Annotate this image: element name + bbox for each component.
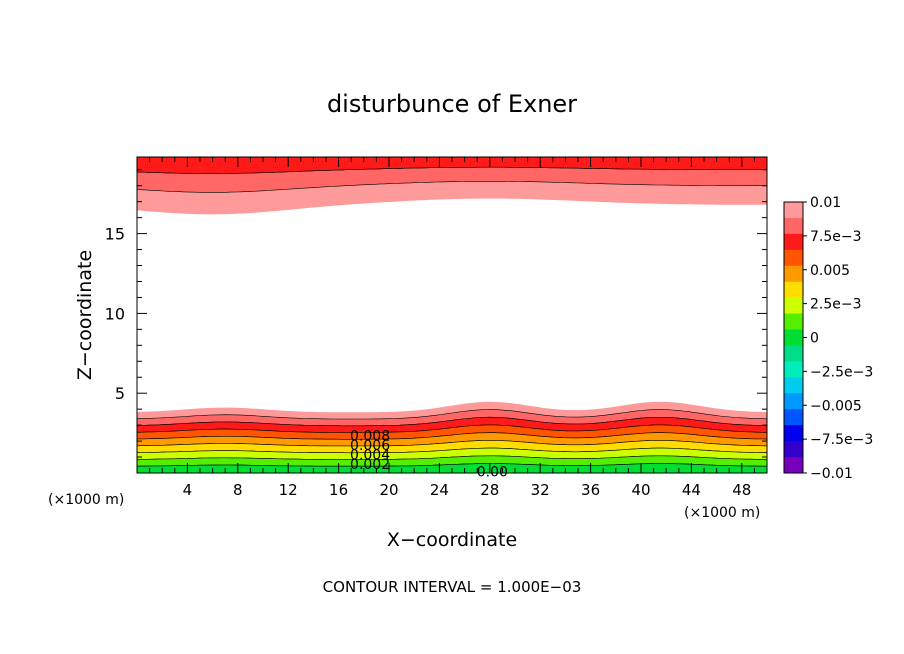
colorbar-label-1: 7.5e−3 [810,229,862,245]
colorbar-swatch-14 [784,425,803,442]
y-axis: 5 10 15 [105,169,767,458]
contour-label-2: 0.004 [350,448,390,464]
y-tick-label-0: 5 [115,384,125,403]
colorbar-label-0: 0.01 [810,195,841,211]
colorbar-swatch-2 [784,233,803,251]
colorbar-label-3: 2.5e−3 [810,297,862,313]
colorbar-swatch-16 [784,457,803,474]
colorbar-swatch-5 [784,281,803,299]
y-tick-label-1: 10 [105,304,125,323]
x-tick-label-0: 4 [183,481,193,499]
contour-label-0: 0.008 [350,428,390,444]
contour-label-4: 0.00 [477,465,508,481]
x-axis-label: X−coordinate [387,529,517,551]
colorbar-label-6: −0.005 [810,398,862,414]
colorbar-swatch-0 [784,202,803,219]
x-unit-left: (×1000 m) [48,492,124,508]
colorbar-swatch-7 [784,313,803,331]
contour-label-3: 0.002 [350,457,390,473]
lower-band-0 [137,401,767,419]
lower-band-8 [137,463,767,473]
x-tick-label-9: 40 [631,481,650,499]
colorbar-swatch-1 [784,217,803,235]
x-tick-label-6: 28 [480,481,499,499]
colorbar-swatch-8 [784,329,803,346]
colorbar-swatch-3 [784,249,803,267]
x-tick-label-10: 44 [682,481,701,499]
y-tick-label-2: 15 [105,225,125,244]
colorbar: 0.01 7.5e−3 0.005 2.5e−3 0 −2.5e−3 −0.005 −7.5e… [783,195,873,482]
x-tick-label-7: 32 [531,481,550,499]
colorbar-swatch-15 [784,441,803,458]
colorbar-swatch-13 [784,409,803,426]
x-tick-label-1: 8 [233,481,243,499]
colorbar-label-8: −0.01 [810,466,853,482]
upper-band-0 [137,181,767,215]
colorbar-swatch-6 [784,297,803,315]
contour-label-1: 0.006 [350,438,390,454]
x-tick-label-8: 36 [581,481,600,499]
footer-contour-interval: CONTOUR INTERVAL = 1.000E−03 [323,578,582,596]
colorbar-swatch-9 [784,345,803,362]
chart-title: disturbunce of Exner [327,90,577,118]
colorbar-swatch-10 [784,361,803,378]
colorbar-label-5: −2.5e−3 [810,364,873,380]
colorbar-label-7: −7.5e−3 [810,432,873,448]
upper-band-2 [137,157,767,174]
x-tick-label-3: 16 [329,481,348,499]
plot-area [137,157,767,473]
x-tick-label-5: 24 [430,481,449,499]
colorbar-swatch-12 [784,393,803,410]
colorbar-swatch-4 [784,265,803,283]
x-unit-right: (×1000 m) [684,505,760,521]
colorbar-swatch-11 [784,377,803,394]
x-tick-label-4: 20 [379,481,398,499]
x-tick-label-2: 12 [279,481,298,499]
x-tick-label-11: 48 [732,481,751,499]
x-axis: 4 8 12 16 20 24 28 32 36 40 44 48 [149,157,755,499]
colorbar-label-4: 0 [810,331,819,347]
colorbar-label-2: 0.005 [810,263,850,279]
y-axis-label: Z−coordinate [74,250,96,380]
